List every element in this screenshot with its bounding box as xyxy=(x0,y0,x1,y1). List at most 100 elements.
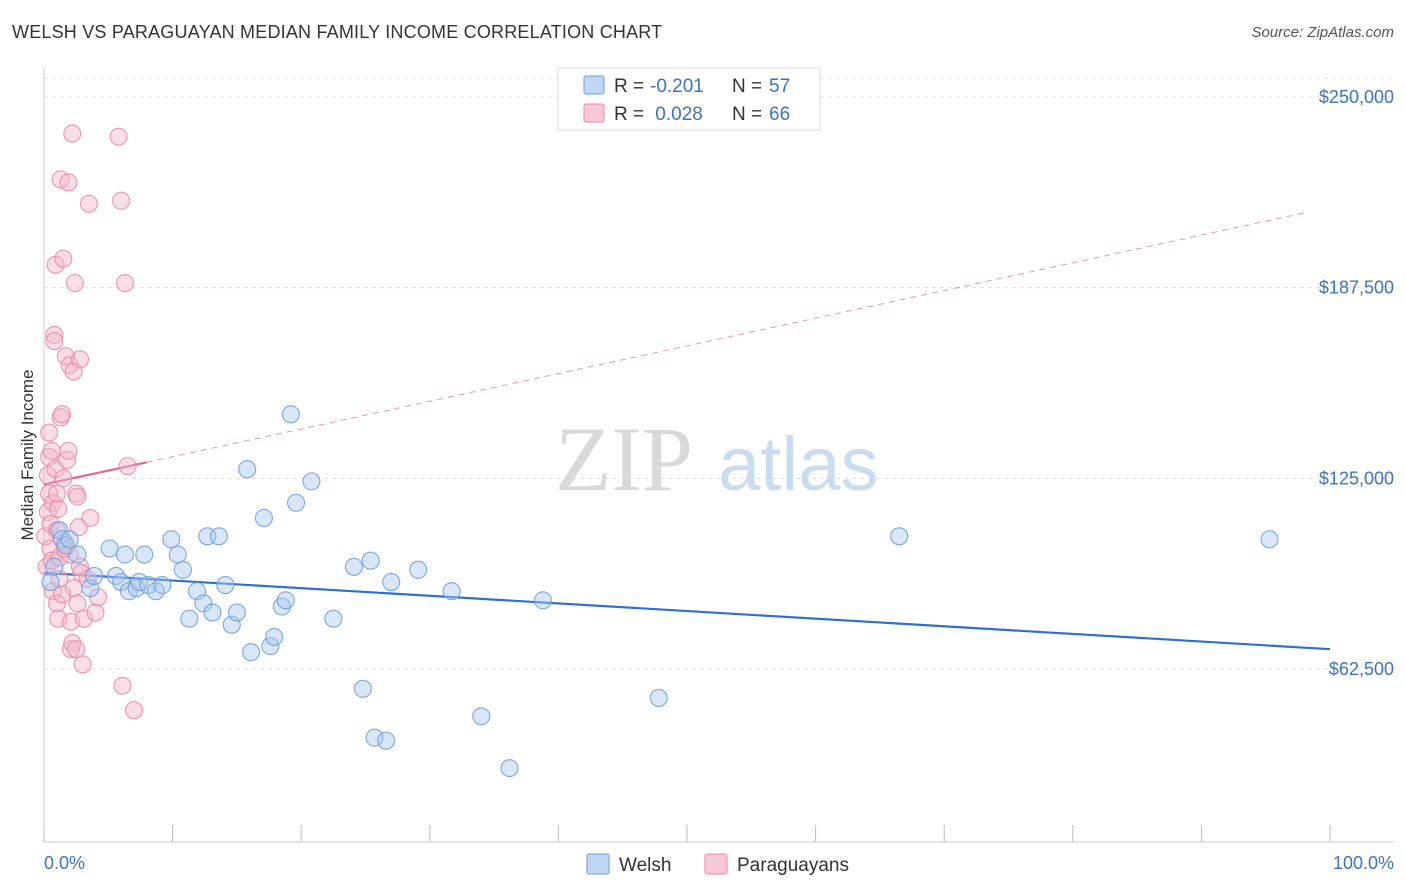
point-welsh-47 xyxy=(377,731,396,750)
point-paraguayans-23 xyxy=(52,405,72,424)
trend-layer xyxy=(43,212,1331,651)
point-welsh-11 xyxy=(112,573,131,592)
stats-legend-n-value-welsh: 57 xyxy=(769,76,790,97)
point-welsh-19 xyxy=(153,576,172,595)
point-welsh-8 xyxy=(85,566,104,586)
point-paraguayans-64 xyxy=(68,487,87,506)
point-welsh-23 xyxy=(180,609,199,628)
point-welsh-46 xyxy=(365,728,384,747)
point-welsh-5 xyxy=(60,530,79,549)
point-paraguayans-55 xyxy=(118,457,137,476)
point-paraguayans-47 xyxy=(74,609,93,628)
watermark: ZIP atlas xyxy=(555,408,879,510)
point-paraguayans-63 xyxy=(40,423,59,442)
point-paraguayans-52 xyxy=(109,127,128,146)
point-paraguayans-24 xyxy=(54,249,73,268)
series-legend-swatch-paraguayans xyxy=(704,853,728,875)
point-welsh-45 xyxy=(361,551,380,570)
point-paraguayans-59 xyxy=(42,441,61,460)
point-welsh-53 xyxy=(533,591,553,610)
y-tick-label-1: $125,000 xyxy=(1319,468,1394,488)
stats-legend-r-value-welsh: -0.201 xyxy=(650,76,704,97)
point-paraguayans-56 xyxy=(113,676,132,695)
point-welsh-28 xyxy=(209,527,228,546)
point-paraguayans-49 xyxy=(81,508,100,528)
point-welsh-39 xyxy=(281,405,300,424)
stats-legend-n-value-paraguayans: 66 xyxy=(769,104,790,125)
point-paraguayans-22 xyxy=(51,408,70,427)
point-welsh-16 xyxy=(135,545,154,564)
stats-legend-n-label-paraguayans: N = xyxy=(732,104,762,125)
x-tick-label-max: 100.0% xyxy=(1333,853,1394,873)
series-legend-swatch-welsh xyxy=(586,853,610,875)
chart-title: WELSH VS PARAGUAYAN MEDIAN FAMILY INCOME… xyxy=(12,22,663,42)
point-paraguayans-29 xyxy=(59,173,78,192)
point-paraguayans-46 xyxy=(73,655,92,674)
point-paraguayans-11 xyxy=(45,325,64,345)
series-legend: Welsh Paraguayans xyxy=(586,853,849,876)
x-tick-label-min: 0.0% xyxy=(44,853,85,873)
point-welsh-36 xyxy=(265,627,284,647)
point-welsh-40 xyxy=(287,493,306,512)
point-paraguayans-57 xyxy=(124,701,144,720)
point-welsh-55 xyxy=(890,527,909,546)
point-paraguayans-44 xyxy=(70,350,90,369)
point-paraguayans-39 xyxy=(65,274,84,293)
stats-legend-r-label-paraguayans: R = xyxy=(614,104,644,125)
point-paraguayans-62 xyxy=(47,484,66,503)
point-welsh-27 xyxy=(203,603,222,622)
point-paraguayans-25 xyxy=(54,469,73,488)
y-tick-label-2: $187,500 xyxy=(1319,278,1394,298)
point-paraguayans-16 xyxy=(47,594,66,613)
point-paraguayans-48 xyxy=(79,194,99,213)
watermark-zip: ZIP xyxy=(555,408,693,510)
point-paraguayans-17 xyxy=(49,499,68,518)
point-welsh-38 xyxy=(276,591,295,610)
point-welsh-0 xyxy=(41,573,60,592)
point-welsh-20 xyxy=(162,530,181,549)
point-paraguayans-50 xyxy=(86,603,105,622)
stats-legend-n-label-welsh: N = xyxy=(732,76,762,97)
point-welsh-41 xyxy=(302,472,321,491)
point-paraguayans-27 xyxy=(56,347,75,366)
y-axis-label: Median Family Income xyxy=(18,369,37,540)
point-paraguayans-60 xyxy=(52,585,72,604)
watermark-atlas: atlas xyxy=(718,422,879,507)
point-paraguayans-36 xyxy=(63,124,82,143)
point-welsh-54 xyxy=(649,688,668,708)
series-legend-label-paraguayans: Paraguayans xyxy=(737,855,849,876)
stats-legend: R = -0.201 N = 57 R = 0.028 N = 66 xyxy=(557,67,821,131)
stats-legend-r-label-welsh: R = xyxy=(614,76,644,97)
point-welsh-9 xyxy=(100,539,119,558)
point-welsh-43 xyxy=(344,557,363,576)
y-tick-label-0: $62,500 xyxy=(1329,659,1394,679)
point-welsh-31 xyxy=(227,603,246,622)
point-welsh-42 xyxy=(324,609,343,628)
point-welsh-22 xyxy=(173,560,192,579)
point-welsh-51 xyxy=(472,707,491,726)
y-tick-label-3: $250,000 xyxy=(1319,87,1394,107)
point-welsh-35 xyxy=(261,637,280,656)
point-welsh-32 xyxy=(238,460,257,479)
y-tick-labels: $62,500 $125,000 $187,500 $250,000 xyxy=(1319,87,1394,679)
stats-legend-swatch-welsh xyxy=(583,75,605,95)
point-welsh-44 xyxy=(353,679,372,698)
point-welsh-6 xyxy=(68,545,87,564)
trend-line-welsh xyxy=(43,571,1331,651)
point-welsh-33 xyxy=(241,643,261,662)
point-paraguayans-12 xyxy=(45,332,64,351)
source-label: Source: ZipAtlas.com xyxy=(1251,24,1394,41)
point-paraguayans-54 xyxy=(115,274,135,293)
axis-layer xyxy=(43,68,1394,843)
point-paraguayans-5 xyxy=(40,484,59,503)
trend-line-paraguayans xyxy=(43,461,148,486)
grid-layer xyxy=(44,77,1394,670)
point-welsh-1 xyxy=(45,557,64,576)
point-welsh-50 xyxy=(442,582,461,601)
point-paraguayans-30 xyxy=(59,441,78,460)
point-paraguayans-42 xyxy=(68,594,87,613)
point-welsh-48 xyxy=(382,573,401,592)
points-layer xyxy=(36,124,1279,778)
point-welsh-56 xyxy=(1260,530,1279,549)
